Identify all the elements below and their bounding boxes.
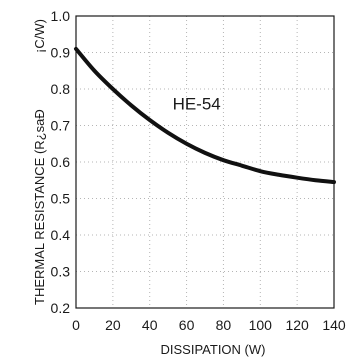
y-tick-label: 0.8	[51, 81, 71, 97]
y-tick-label: 0.7	[51, 118, 71, 134]
series-layer	[74, 46, 336, 185]
y-axis-title: THERMAL RESISTANCE (R¿saÐ	[32, 109, 47, 305]
x-tick-labels: 0 20 40 60 80 100 120 140	[72, 317, 346, 333]
y-tick-label: 0.9	[51, 45, 71, 61]
x-axis-title: DISSIPATION (W)	[161, 342, 266, 357]
grid-layer	[76, 16, 334, 308]
y-axis-title-group: THERMAL RESISTANCE (R¿saÐ ¡C/W)	[32, 19, 47, 305]
y-axis-unit: ¡C/W)	[32, 19, 47, 53]
x-tick-label: 100	[249, 317, 273, 333]
plot-frame	[75, 15, 335, 309]
y-tick-label: 0.2	[51, 300, 71, 316]
x-tick-label: 60	[179, 317, 195, 333]
x-tick-label: 40	[142, 317, 158, 333]
y-tick-label: 0.5	[51, 191, 71, 207]
x-tick-label: 80	[216, 317, 232, 333]
x-tick-label: 0	[72, 317, 80, 333]
series-annotation-he-54: HE-54	[173, 95, 221, 114]
x-tick-label: 120	[285, 317, 309, 333]
series-line-he-54	[74, 46, 336, 185]
y-tick-label: 1.0	[51, 8, 71, 24]
x-tick-label: 140	[322, 317, 346, 333]
y-tick-label: 0.6	[51, 154, 71, 170]
x-tick-label: 20	[105, 317, 121, 333]
y-tick-label: 0.3	[51, 264, 71, 280]
y-tick-label: 0.4	[51, 227, 71, 243]
y-tick-labels: 0.2 0.3 0.4 0.5 0.6 0.7 0.8 0.9 1.0	[51, 8, 71, 316]
